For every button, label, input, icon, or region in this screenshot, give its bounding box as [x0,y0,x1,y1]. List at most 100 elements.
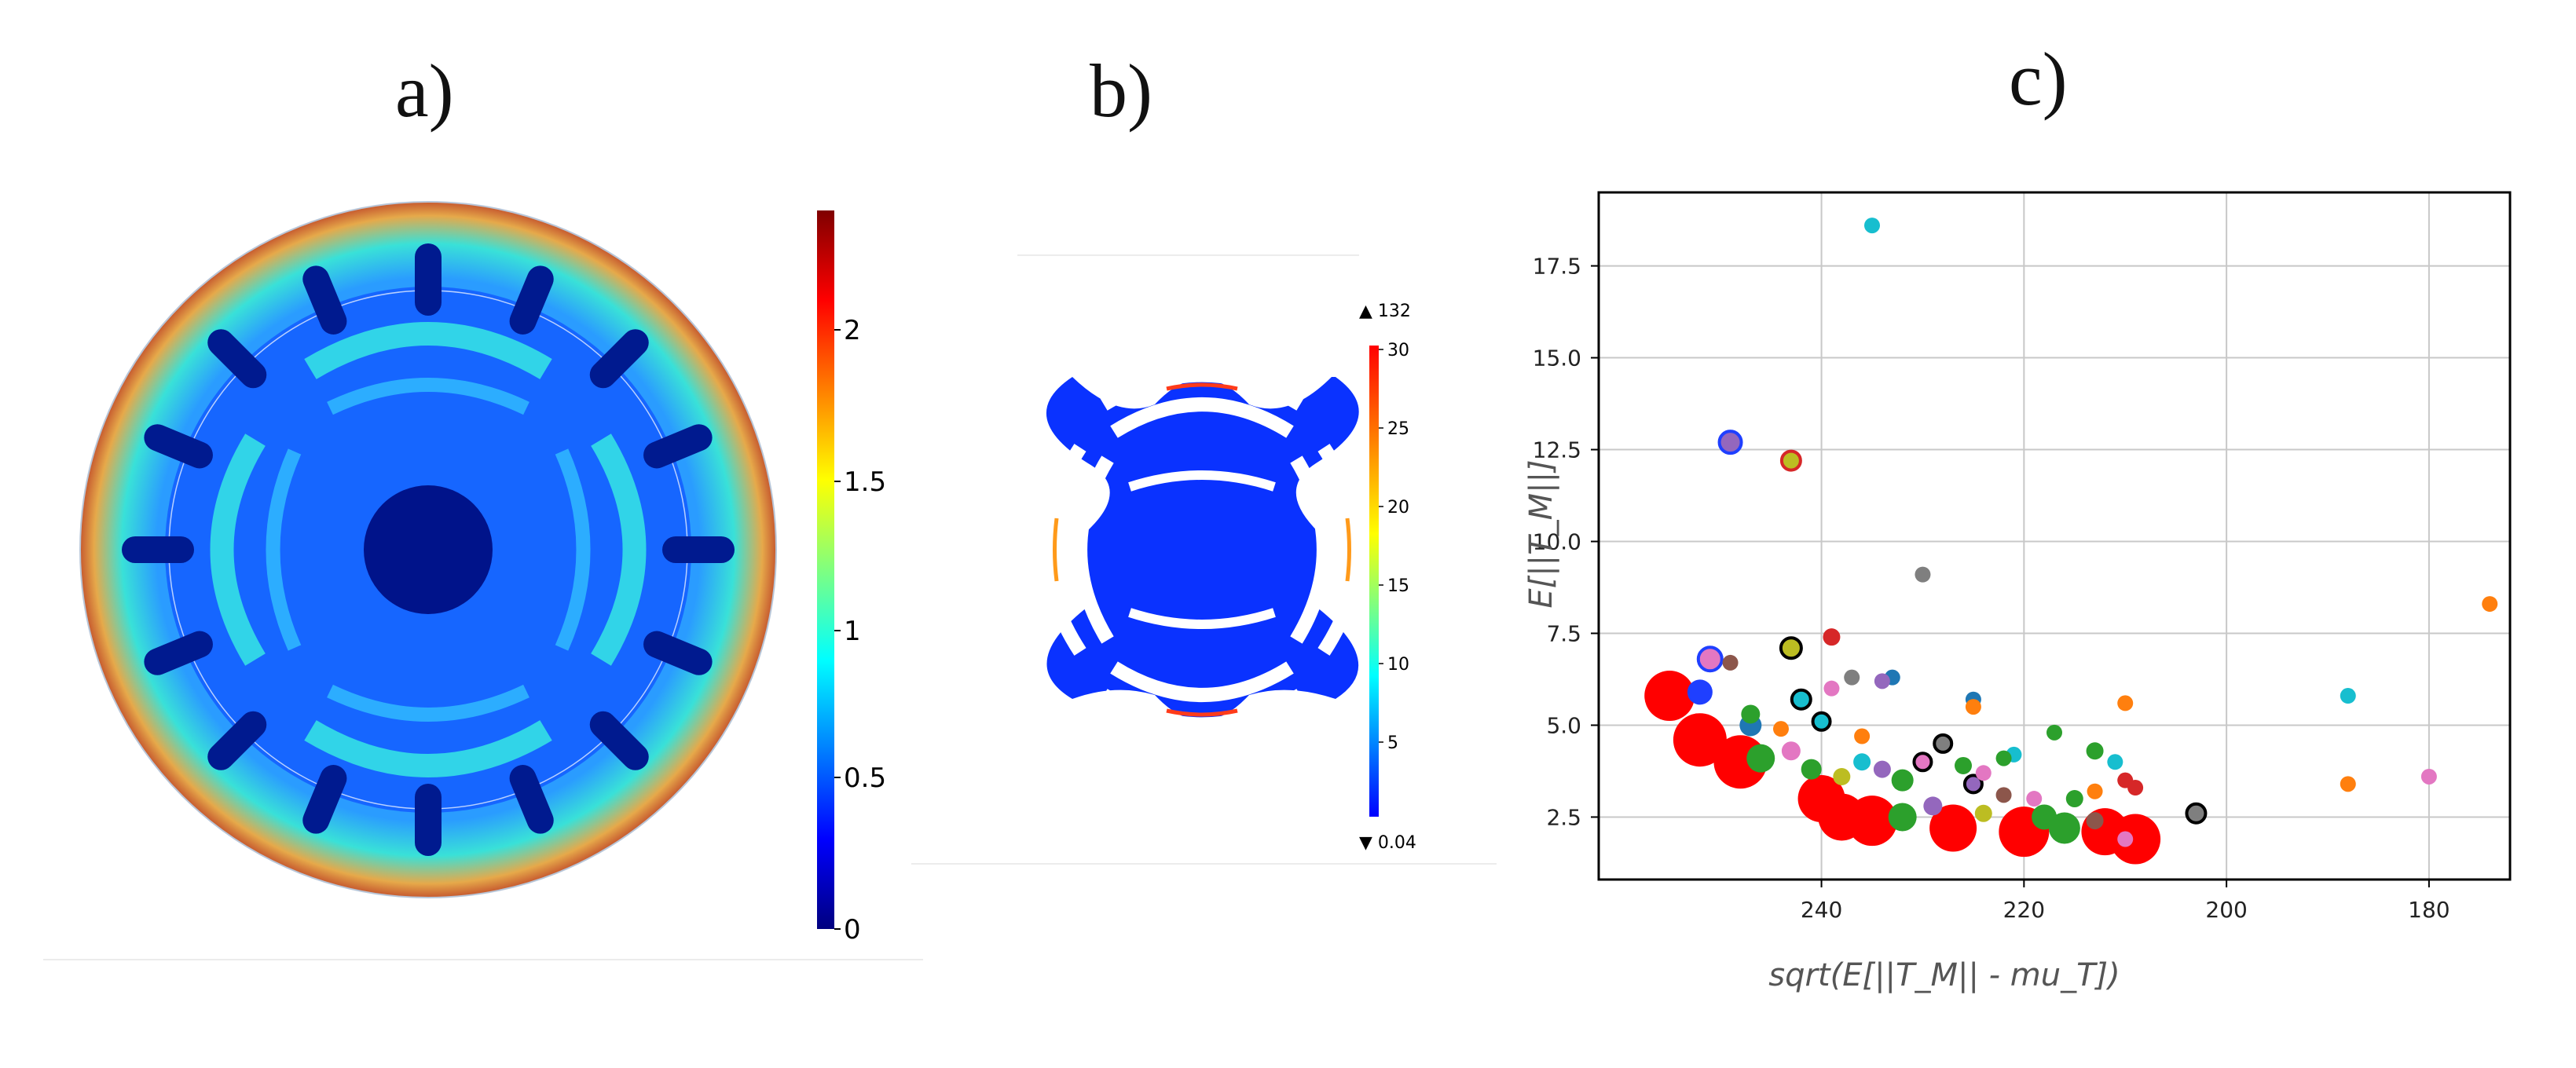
data-point [1933,733,1954,754]
colorbar-a-tick-label: 0 [844,914,861,945]
data-point [1818,793,1866,841]
rotor-lamination [1039,368,1365,732]
data-point [1779,636,1803,660]
y-tick-label: 7.5 [1546,620,1581,646]
data-point [2117,695,2134,711]
colorbar-a-ticks [834,329,841,930]
panel-label-a: a) [395,49,454,133]
data-point [2047,724,2062,741]
data-point [2026,791,2043,807]
data-point [1801,759,1822,780]
data-point [1823,628,1841,646]
colorbar-a-tick-label: 1.5 [844,466,886,498]
colorbar-a-tick-label: 1 [844,616,861,647]
data-point [1854,728,1871,744]
data-points [1644,218,2498,865]
data-point [1974,804,1992,822]
x-tick-label: 180 [2408,897,2450,923]
stator-slots [122,243,735,856]
data-point [1995,787,2012,803]
data-point [1823,680,1840,697]
shaft [364,485,493,614]
colorbar-a-tick-label: 2 [844,315,861,346]
data-point [2107,754,2123,770]
y-tick-label: 17.5 [1533,254,1581,280]
x-tick-label: 220 [2003,897,2045,923]
data-point [2048,812,2080,844]
colorbar-b-min-marker: ▼ 0.04 [1359,833,1416,853]
y-tick-label: 2.5 [1546,804,1581,830]
y-axis-label: E[||T_M||] [1523,459,1559,608]
data-point [1975,765,1992,781]
colorbar-b-max-marker: ▲ 132 [1359,302,1411,321]
data-point [1864,218,1880,234]
data-point [1779,449,1802,472]
data-point [1746,744,1775,773]
panel-label-c: c) [2009,37,2068,121]
data-point [1912,752,1933,773]
data-point [1955,756,1972,774]
grid [1599,192,2510,880]
x-axis-label: sqrt(E[||T_M|| - mu_T]) [1768,957,2120,993]
data-point [1687,679,1713,705]
data-point [1773,721,1789,737]
data-point [2340,688,2356,704]
data-point [1717,430,1743,455]
data-point [2482,596,2498,613]
panel-label-b: b) [1090,49,1152,133]
data-point [2127,780,2144,796]
data-point [1844,669,1860,686]
data-point [1891,769,1914,792]
x-tick-label: 200 [2205,897,2247,923]
data-point [1833,767,1851,785]
data-point [1962,774,1984,795]
machine-cross-section [79,201,777,898]
colorbar-b-tick-label: 20 [1387,498,1409,518]
data-point [1722,654,1739,671]
colorbar-b-tick-label: 30 [1387,341,1409,360]
data-point [2032,804,2058,830]
data-point [1673,713,1727,767]
colorbar-a-tick-label: 0.5 [844,763,886,794]
data-point [1923,796,1943,816]
data-point [1790,688,1812,711]
y-tick-label: 15.0 [1533,346,1581,371]
data-point [1853,753,1871,771]
panel-b-stress-plot: ▲ 132 5 10 15 20 25 30 ▼ 0.04 [911,254,1497,865]
data-point [1741,704,1761,724]
data-point [2117,831,2134,847]
data-point [1874,673,1890,689]
colorbar-b-ticks [1379,349,1383,743]
data-point [1811,711,1832,732]
data-point [2185,802,2208,825]
data-point [1696,646,1724,673]
data-point [1888,803,1917,832]
x-tick-label: 240 [1801,897,1842,923]
data-point [2340,776,2356,792]
data-point [1995,750,2012,766]
colorbar-b [1369,346,1379,817]
data-point [2086,812,2104,830]
data-point [1781,741,1801,761]
data-point [2065,790,2083,808]
colorbar-b-tick-label: 5 [1387,733,1398,753]
plot-frame [1597,191,2512,881]
y-tick-label: 12.5 [1533,437,1581,463]
y-tick-label: 5.0 [1546,712,1581,738]
colorbar-b-tick-label: 15 [1387,576,1409,596]
colorbar-a [817,210,834,929]
data-point [1644,671,1695,722]
rotor-barriers [210,322,647,777]
data-point [1965,699,1981,715]
colorbar-b-tick-label: 25 [1387,419,1409,439]
colorbar-b-tick-label: 10 [1387,655,1409,675]
panel-c-scatter-chart: 240 220 200 180 2.5 5.0 7.5 10.0 12.5 15.0 17.5 E[… [1523,191,2512,993]
data-point [2420,768,2437,785]
panel-a-field-plot: 0 0.5 1 1.5 2 [43,201,923,960]
axis-ticks: 240 220 200 180 2.5 5.0 7.5 10.0 12.5 15.0 17.5 [1533,254,2450,923]
data-point [1915,566,1931,583]
y-tick-label: 10.0 [1533,529,1581,555]
data-point [1929,804,1977,852]
data-point [2087,783,2103,799]
data-point [2086,742,2104,760]
